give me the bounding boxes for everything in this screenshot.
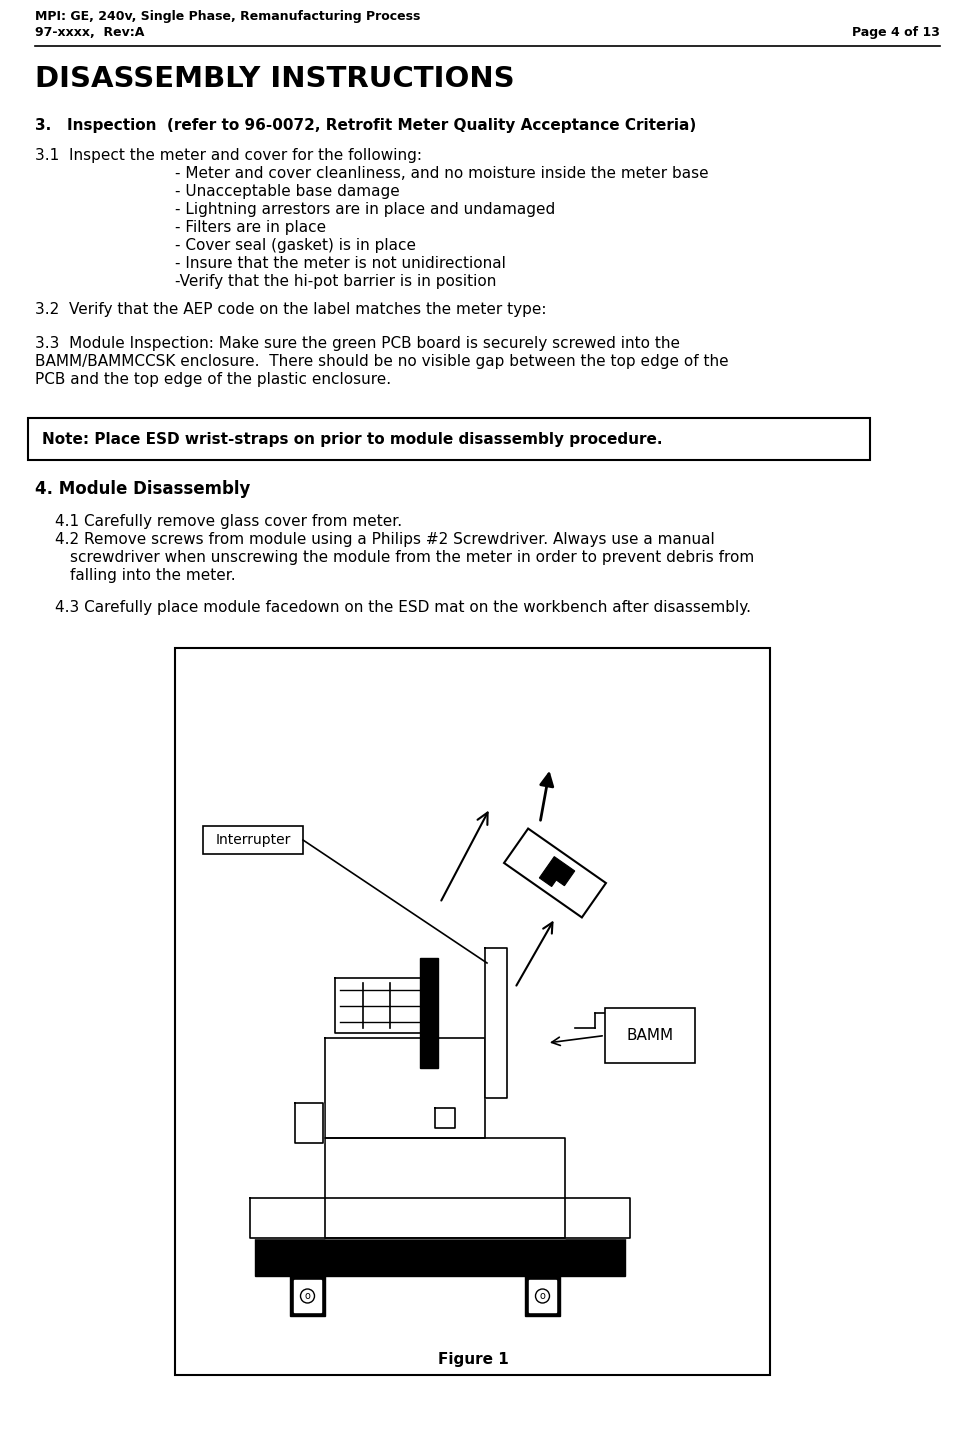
Text: BAMM/BAMMCCSK enclosure.  There should be no visible gap between the top edge of: BAMM/BAMMCCSK enclosure. There should be…	[35, 353, 729, 369]
Polygon shape	[435, 1107, 455, 1128]
Polygon shape	[420, 957, 438, 1069]
Text: 97-xxxx,  Rev:A: 97-xxxx, Rev:A	[35, 26, 144, 39]
Text: -Verify that the hi-pot barrier is in position: -Verify that the hi-pot barrier is in po…	[175, 274, 496, 288]
Polygon shape	[294, 1280, 321, 1312]
Polygon shape	[485, 947, 507, 1097]
Circle shape	[301, 1289, 314, 1304]
Text: PCB and the top edge of the plastic enclosure.: PCB and the top edge of the plastic encl…	[35, 372, 391, 386]
Bar	[28, 418, 870, 460]
Text: Interrupter: Interrupter	[215, 833, 291, 846]
Polygon shape	[250, 1198, 630, 1239]
Text: Figure 1: Figure 1	[438, 1353, 508, 1367]
Text: falling into the meter.: falling into the meter.	[70, 568, 235, 583]
Circle shape	[535, 1289, 550, 1304]
Text: - Lightning arrestors are in place and undamaged: - Lightning arrestors are in place and u…	[175, 202, 556, 216]
Text: 4. Module Disassembly: 4. Module Disassembly	[35, 480, 250, 497]
Text: - Insure that the meter is not unidirectional: - Insure that the meter is not unidirect…	[175, 257, 506, 271]
Polygon shape	[525, 1276, 560, 1317]
Text: - Meter and cover cleanliness, and no moisture inside the meter base: - Meter and cover cleanliness, and no mo…	[175, 166, 708, 182]
Polygon shape	[335, 978, 425, 1032]
Text: 3.2  Verify that the AEP code on the label matches the meter type:: 3.2 Verify that the AEP code on the labe…	[35, 301, 547, 317]
Polygon shape	[255, 1239, 625, 1276]
Text: MPI: GE, 240v, Single Phase, Remanufacturing Process: MPI: GE, 240v, Single Phase, Remanufactu…	[35, 10, 420, 23]
Polygon shape	[504, 829, 606, 917]
Text: 3.1  Inspect the meter and cover for the following:: 3.1 Inspect the meter and cover for the …	[35, 149, 422, 163]
Polygon shape	[539, 857, 575, 887]
Text: 4.3 Carefully place module facedown on the ESD mat on the workbench after disass: 4.3 Carefully place module facedown on t…	[55, 600, 751, 614]
Bar	[605, 1008, 695, 1063]
Text: o: o	[305, 1291, 310, 1301]
Text: 4.1 Carefully remove glass cover from meter.: 4.1 Carefully remove glass cover from me…	[55, 513, 402, 529]
Text: - Cover seal (gasket) is in place: - Cover seal (gasket) is in place	[175, 238, 416, 252]
Polygon shape	[290, 1276, 325, 1317]
Bar	[203, 826, 303, 854]
Text: Page 4 of 13: Page 4 of 13	[852, 26, 940, 39]
Text: BAMM: BAMM	[627, 1028, 673, 1043]
Text: 3.3  Module Inspection: Make sure the green PCB board is securely screwed into t: 3.3 Module Inspection: Make sure the gre…	[35, 336, 680, 350]
Text: - Filters are in place: - Filters are in place	[175, 221, 326, 235]
Text: 4.2 Remove screws from module using a Philips #2 Screwdriver. Always use a manua: 4.2 Remove screws from module using a Ph…	[55, 532, 715, 547]
Polygon shape	[529, 1280, 556, 1312]
Text: - Unacceptable base damage: - Unacceptable base damage	[175, 185, 400, 199]
Text: o: o	[540, 1291, 546, 1301]
Text: 3.   Inspection  (refer to 96-0072, Retrofit Meter Quality Acceptance Criteria): 3. Inspection (refer to 96-0072, Retrofi…	[35, 118, 697, 133]
Polygon shape	[325, 1038, 485, 1138]
Polygon shape	[325, 1138, 565, 1239]
Text: screwdriver when unscrewing the module from the meter in order to prevent debris: screwdriver when unscrewing the module f…	[70, 549, 754, 565]
Polygon shape	[295, 1103, 323, 1144]
Text: Note: Place ESD wrist-straps on prior to module disassembly procedure.: Note: Place ESD wrist-straps on prior to…	[42, 433, 663, 447]
Bar	[175, 647, 770, 1376]
Text: DISASSEMBLY INSTRUCTIONS: DISASSEMBLY INSTRUCTIONS	[35, 65, 515, 92]
